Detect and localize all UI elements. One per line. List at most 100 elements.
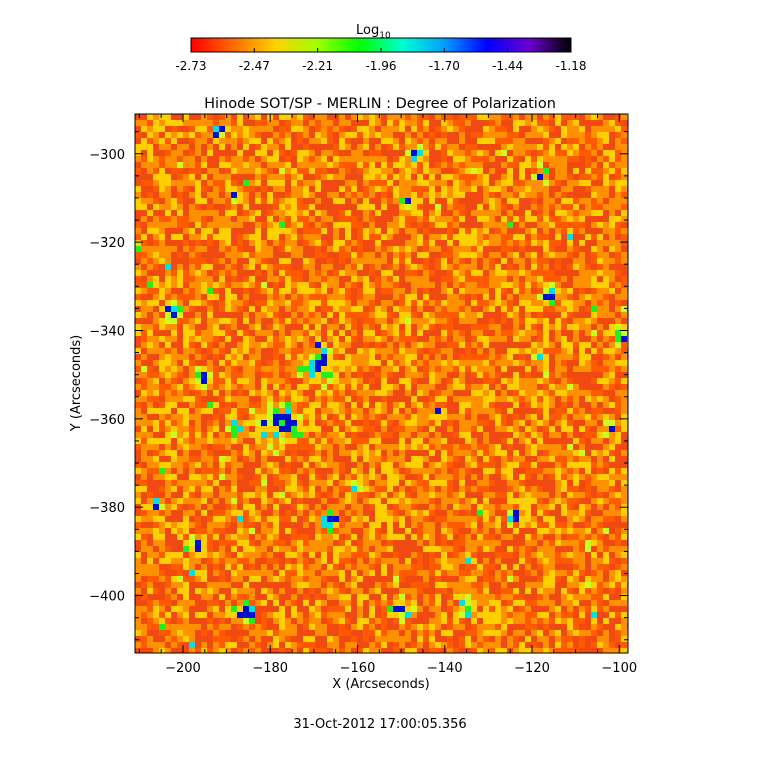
heatmap-cell [525, 516, 531, 522]
heatmap-cell [501, 162, 507, 168]
heatmap-cell [399, 342, 405, 348]
heatmap-cell [309, 120, 315, 126]
heatmap-cell [621, 126, 627, 132]
heatmap-cell [405, 564, 411, 570]
heatmap-cell [189, 270, 195, 276]
heatmap-cell [363, 198, 369, 204]
heatmap-cell [321, 354, 327, 360]
heatmap-cell [165, 558, 171, 564]
heatmap-cell [567, 522, 573, 528]
heatmap-cell [207, 264, 213, 270]
heatmap-cell [195, 372, 201, 378]
heatmap-cell [201, 270, 207, 276]
heatmap-cell [189, 384, 195, 390]
heatmap-cell [339, 306, 345, 312]
heatmap-cell [309, 402, 315, 408]
heatmap-cell [567, 486, 573, 492]
heatmap-cell [261, 144, 267, 150]
heatmap-cell [597, 570, 603, 576]
heatmap-cell [225, 174, 231, 180]
heatmap-cell [495, 114, 501, 120]
heatmap-cell [327, 258, 333, 264]
heatmap-cell [189, 600, 195, 606]
heatmap-cell [381, 378, 387, 384]
heatmap-cell [405, 360, 411, 366]
heatmap-cell [297, 252, 303, 258]
heatmap-cell [183, 516, 189, 522]
heatmap-cell [231, 588, 237, 594]
heatmap-cell [411, 162, 417, 168]
heatmap-cell [495, 600, 501, 606]
heatmap-cell [237, 234, 243, 240]
heatmap-cell [549, 444, 555, 450]
heatmap-cell [171, 582, 177, 588]
heatmap-cell [471, 294, 477, 300]
heatmap-cell [291, 570, 297, 576]
heatmap-cell [429, 198, 435, 204]
heatmap-cell [597, 282, 603, 288]
heatmap-cell [189, 576, 195, 582]
heatmap-cell [549, 570, 555, 576]
heatmap-cell [501, 174, 507, 180]
heatmap-cell [387, 348, 393, 354]
heatmap-cell [399, 414, 405, 420]
heatmap-cell [159, 294, 165, 300]
heatmap-cell [483, 216, 489, 222]
heatmap-cell [291, 174, 297, 180]
heatmap-cell [423, 294, 429, 300]
heatmap-cell [201, 498, 207, 504]
heatmap-cell [213, 258, 219, 264]
heatmap-cell [519, 246, 525, 252]
heatmap-cell [591, 420, 597, 426]
heatmap-cell [249, 522, 255, 528]
heatmap-cell [183, 156, 189, 162]
heatmap-cell [447, 120, 453, 126]
heatmap-cell [561, 354, 567, 360]
heatmap-cell [165, 252, 171, 258]
heatmap-cell [513, 138, 519, 144]
heatmap-cell [387, 390, 393, 396]
heatmap-cell [471, 180, 477, 186]
heatmap-cell [135, 294, 141, 300]
heatmap-cell [291, 438, 297, 444]
heatmap-cell [147, 246, 153, 252]
heatmap-cell [423, 144, 429, 150]
heatmap-cell [513, 186, 519, 192]
heatmap-cell [525, 186, 531, 192]
heatmap-cell [393, 504, 399, 510]
heatmap-cell [507, 378, 513, 384]
heatmap-cell [501, 462, 507, 468]
heatmap-cell [555, 288, 561, 294]
heatmap-cell [567, 588, 573, 594]
heatmap-cell [477, 372, 483, 378]
heatmap-cell [465, 516, 471, 522]
heatmap-cell [339, 252, 345, 258]
heatmap-cell [273, 228, 279, 234]
heatmap-cell [243, 168, 249, 174]
heatmap-cell [519, 492, 525, 498]
heatmap-cell [447, 312, 453, 318]
heatmap-cell [195, 330, 201, 336]
heatmap-cell [363, 390, 369, 396]
heatmap-cell [555, 192, 561, 198]
heatmap-cell [525, 402, 531, 408]
heatmap-cell [345, 228, 351, 234]
heatmap-cell [225, 444, 231, 450]
colorbar-tick-label: -1.70 [429, 59, 460, 73]
heatmap-cell [471, 114, 477, 120]
heatmap-cell [369, 306, 375, 312]
heatmap-cell [483, 540, 489, 546]
heatmap-cell [543, 282, 549, 288]
heatmap-cell [459, 306, 465, 312]
heatmap-cell [267, 138, 273, 144]
heatmap-cell [357, 540, 363, 546]
heatmap-cell [573, 462, 579, 468]
heatmap-cell [351, 552, 357, 558]
heatmap-cell [489, 390, 495, 396]
heatmap-cell [621, 366, 627, 372]
heatmap-cell [267, 246, 273, 252]
heatmap-cell [537, 504, 543, 510]
heatmap-cell [597, 528, 603, 534]
heatmap-cell [375, 234, 381, 240]
heatmap-cell [381, 564, 387, 570]
